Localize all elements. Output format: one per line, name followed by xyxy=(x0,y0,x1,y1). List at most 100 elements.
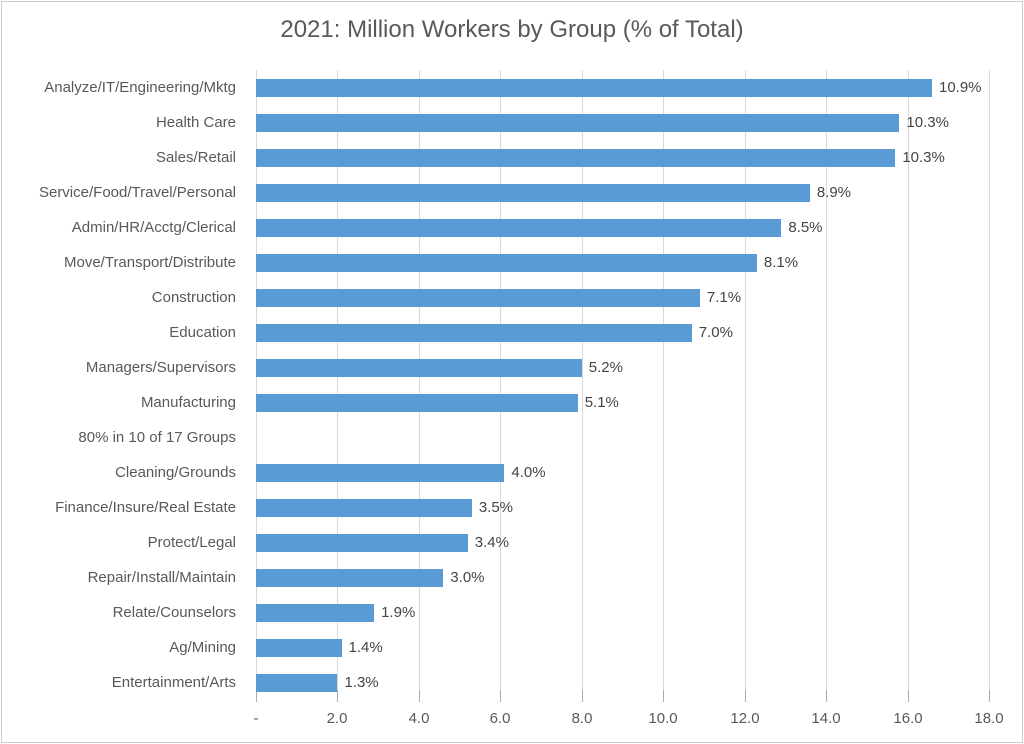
category-label: Entertainment/Arts xyxy=(111,674,236,691)
axis-tick-mark xyxy=(908,690,909,702)
bar xyxy=(256,253,757,272)
gridline xyxy=(908,70,909,690)
bar xyxy=(256,498,472,517)
bar-value-label: 8.5% xyxy=(788,219,823,236)
category-label: Manufacturing xyxy=(140,394,236,411)
bar-row: 1.4% xyxy=(256,630,989,665)
bar-row: 1.9% xyxy=(256,595,989,630)
bar-value-label: 1.3% xyxy=(344,674,379,691)
bar-row: 8.9% xyxy=(256,175,989,210)
category-label: Ag/Mining xyxy=(169,639,236,656)
bar-value-label: 10.3% xyxy=(906,114,949,131)
category-label: 80% in 10 of 17 Groups xyxy=(78,429,236,446)
bar-value-label: 10.3% xyxy=(902,149,945,166)
bar-value-label: 5.2% xyxy=(588,359,623,376)
bar-row: 7.0% xyxy=(256,315,989,350)
x-tick-label: 8.0 xyxy=(571,710,593,727)
bar xyxy=(256,218,782,237)
gridline xyxy=(419,70,420,690)
bar xyxy=(256,533,468,552)
bar xyxy=(256,358,582,377)
axis-tick-mark xyxy=(989,690,990,702)
plot-area: 10.9% 10.3% 10.3% 8.9% 8.5% 8.1% 7.1% 7.0% 5.2% 5… xyxy=(256,70,990,702)
category-label: Finance/Insure/Real Estate xyxy=(55,499,236,516)
x-tick-label: 16.0 xyxy=(893,710,923,727)
bar-row xyxy=(256,420,989,455)
x-axis: - 2.0 4.0 6.0 8.0 10.0 12.0 14.0 16.0 18.0 xyxy=(254,700,1004,734)
bar-value-label: 8.1% xyxy=(763,254,799,271)
bar xyxy=(256,78,932,97)
gridline xyxy=(500,70,501,690)
gridline xyxy=(337,70,338,690)
bar-value-label: 5.1% xyxy=(584,394,619,411)
bar-row: 7.1% xyxy=(256,280,989,315)
bar-value-label: 10.9% xyxy=(938,79,982,96)
bar-row: 8.1% xyxy=(256,245,989,280)
bar-row: 1.3% xyxy=(256,665,989,700)
chart-title: 2021: Million Workers by Group (% of Tot… xyxy=(280,16,744,43)
category-label: Analyze/IT/Engineering/Mktg xyxy=(44,79,236,96)
category-label: Sales/Retail xyxy=(155,149,236,166)
bar-value-label: 3.4% xyxy=(474,534,509,551)
category-label: Education xyxy=(169,324,236,341)
category-label: Cleaning/Grounds xyxy=(115,464,236,481)
bar xyxy=(256,463,505,482)
axis-tick-mark xyxy=(745,690,746,702)
bar-row: 8.5% xyxy=(256,210,989,245)
axis-tick-mark xyxy=(582,690,583,702)
bar xyxy=(256,603,375,622)
bar-row: 3.5% xyxy=(256,490,989,525)
axis-tick-mark xyxy=(419,690,420,702)
bar xyxy=(256,323,692,342)
bar xyxy=(256,288,700,307)
gridline xyxy=(745,70,746,690)
category-label: Move/Transport/Distribute xyxy=(63,254,236,271)
x-tick-label: 4.0 xyxy=(408,710,430,727)
axis-tick-mark xyxy=(500,690,501,702)
bar-row: 3.4% xyxy=(256,525,989,560)
bar-row: 5.2% xyxy=(256,350,989,385)
axis-tick-mark xyxy=(826,690,827,702)
bar-value-label: 7.0% xyxy=(698,324,733,341)
gridline xyxy=(826,70,827,690)
x-tick-label: 18.0 xyxy=(974,710,1004,727)
category-label: Health Care xyxy=(155,114,236,131)
axis-tick-mark xyxy=(256,690,257,702)
bar-value-label: 4.0% xyxy=(511,464,546,481)
category-label: Managers/Supervisors xyxy=(85,359,236,376)
category-label: Service/Food/Travel/Personal xyxy=(38,184,236,201)
axis-tick-mark xyxy=(663,690,664,702)
category-label: Relate/Counselors xyxy=(112,604,236,621)
bar-row: 10.3% xyxy=(256,140,989,175)
x-tick-label: 12.0 xyxy=(730,710,760,727)
category-label: Construction xyxy=(151,289,236,306)
bar xyxy=(256,673,338,692)
bar-value-label: 3.0% xyxy=(450,569,485,586)
x-tick-label: 6.0 xyxy=(489,710,511,727)
bar-value-label: 7.1% xyxy=(706,289,742,306)
bar xyxy=(256,148,896,167)
gridline xyxy=(663,70,664,690)
x-tick-label: - xyxy=(253,710,259,727)
bar xyxy=(256,638,342,657)
gridline xyxy=(256,70,257,690)
x-tick-label: 14.0 xyxy=(811,710,841,727)
gridline xyxy=(989,70,990,690)
bar-row: 4.0% xyxy=(256,455,989,490)
bar-row: 10.3% xyxy=(256,105,989,140)
bar-row: 5.1% xyxy=(256,385,989,420)
gridline xyxy=(582,70,583,690)
bar xyxy=(256,393,578,412)
bar-value-label: 1.4% xyxy=(348,639,383,656)
bar-row: 10.9% xyxy=(256,70,989,105)
category-label: Admin/HR/Acctg/Clerical xyxy=(71,219,236,236)
x-tick-label: 10.0 xyxy=(648,710,678,727)
bar-value-label: 8.9% xyxy=(816,184,852,201)
bar-value-label: 3.5% xyxy=(478,499,514,516)
axis-tick-mark xyxy=(337,690,338,702)
bar-value-label: 1.9% xyxy=(381,604,416,621)
category-axis: Analyze/IT/Engineering/Mktg Health Care Sa… xyxy=(2,70,236,700)
bar xyxy=(256,568,444,587)
bar-row: 3.0% xyxy=(256,560,989,595)
